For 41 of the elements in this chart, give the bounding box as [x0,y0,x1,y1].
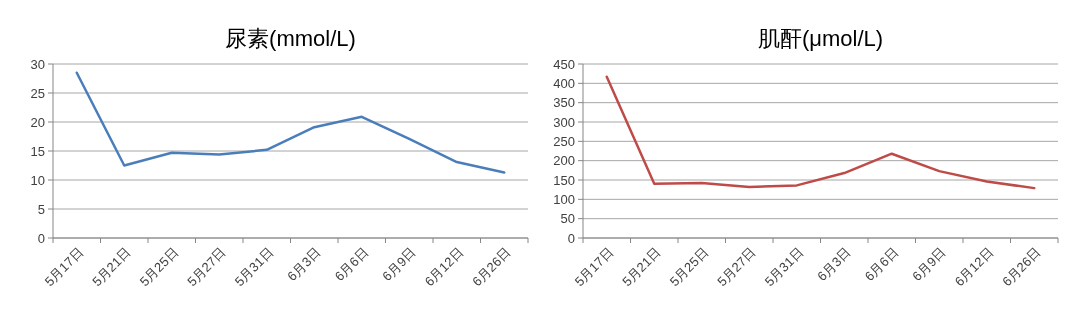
x-tick-label: 6月9日 [379,244,419,284]
chart-title: 肌酐(μmol/L) [757,26,884,51]
x-tick-label: 5月31日 [761,244,807,290]
x-tick-label: 6月26日 [999,244,1044,290]
y-tick-label: 25 [30,85,45,101]
x-tick-label: 5月17日 [41,244,87,290]
x-tick-label: 6月3日 [284,244,324,284]
x-tick-label: 5月25日 [136,244,182,290]
y-tick-label: 200 [553,153,575,169]
y-tick-label: 100 [553,191,575,207]
x-tick-label: 5月31日 [231,244,277,290]
x-tick-label: 6月6日 [861,244,902,284]
x-tick-label: 6月12日 [951,244,997,290]
y-tick-label: 0 [37,230,45,246]
y-tick-label: 20 [30,114,45,130]
line-series [75,71,506,174]
x-tick-label: 5月17日 [571,244,617,290]
y-tick-label: 10 [30,172,45,188]
y-tick-label: 15 [30,143,45,159]
y-tick-label: 5 [37,201,45,217]
x-tick-label: 5月27日 [714,244,759,290]
x-tick-label: 6月3日 [814,244,854,284]
y-tick-label: 400 [553,75,575,91]
x-tick-label: 6月6日 [331,244,372,284]
x-tick-label: 5月25日 [666,244,712,290]
x-tick-label: 6月9日 [909,244,949,284]
y-tick-label: 50 [560,211,575,227]
x-tick-label: 5月21日 [89,244,134,290]
x-tick-label: 6月12日 [421,244,467,290]
y-tick-label: 0 [567,230,575,246]
y-tick-label: 350 [553,95,575,111]
x-tick-label: 6月26日 [469,244,514,290]
x-tick-label: 5月21日 [619,244,664,290]
y-tick-label: 30 [30,56,45,72]
y-tick-label: 250 [553,133,575,149]
y-tick-label: 150 [553,172,575,188]
x-tick-label: 5月27日 [184,244,229,290]
y-tick-label: 450 [553,56,575,72]
y-tick-label: 300 [553,114,575,130]
chart-title: 尿素(mmol/L) [225,26,356,51]
line-series [605,75,1036,190]
